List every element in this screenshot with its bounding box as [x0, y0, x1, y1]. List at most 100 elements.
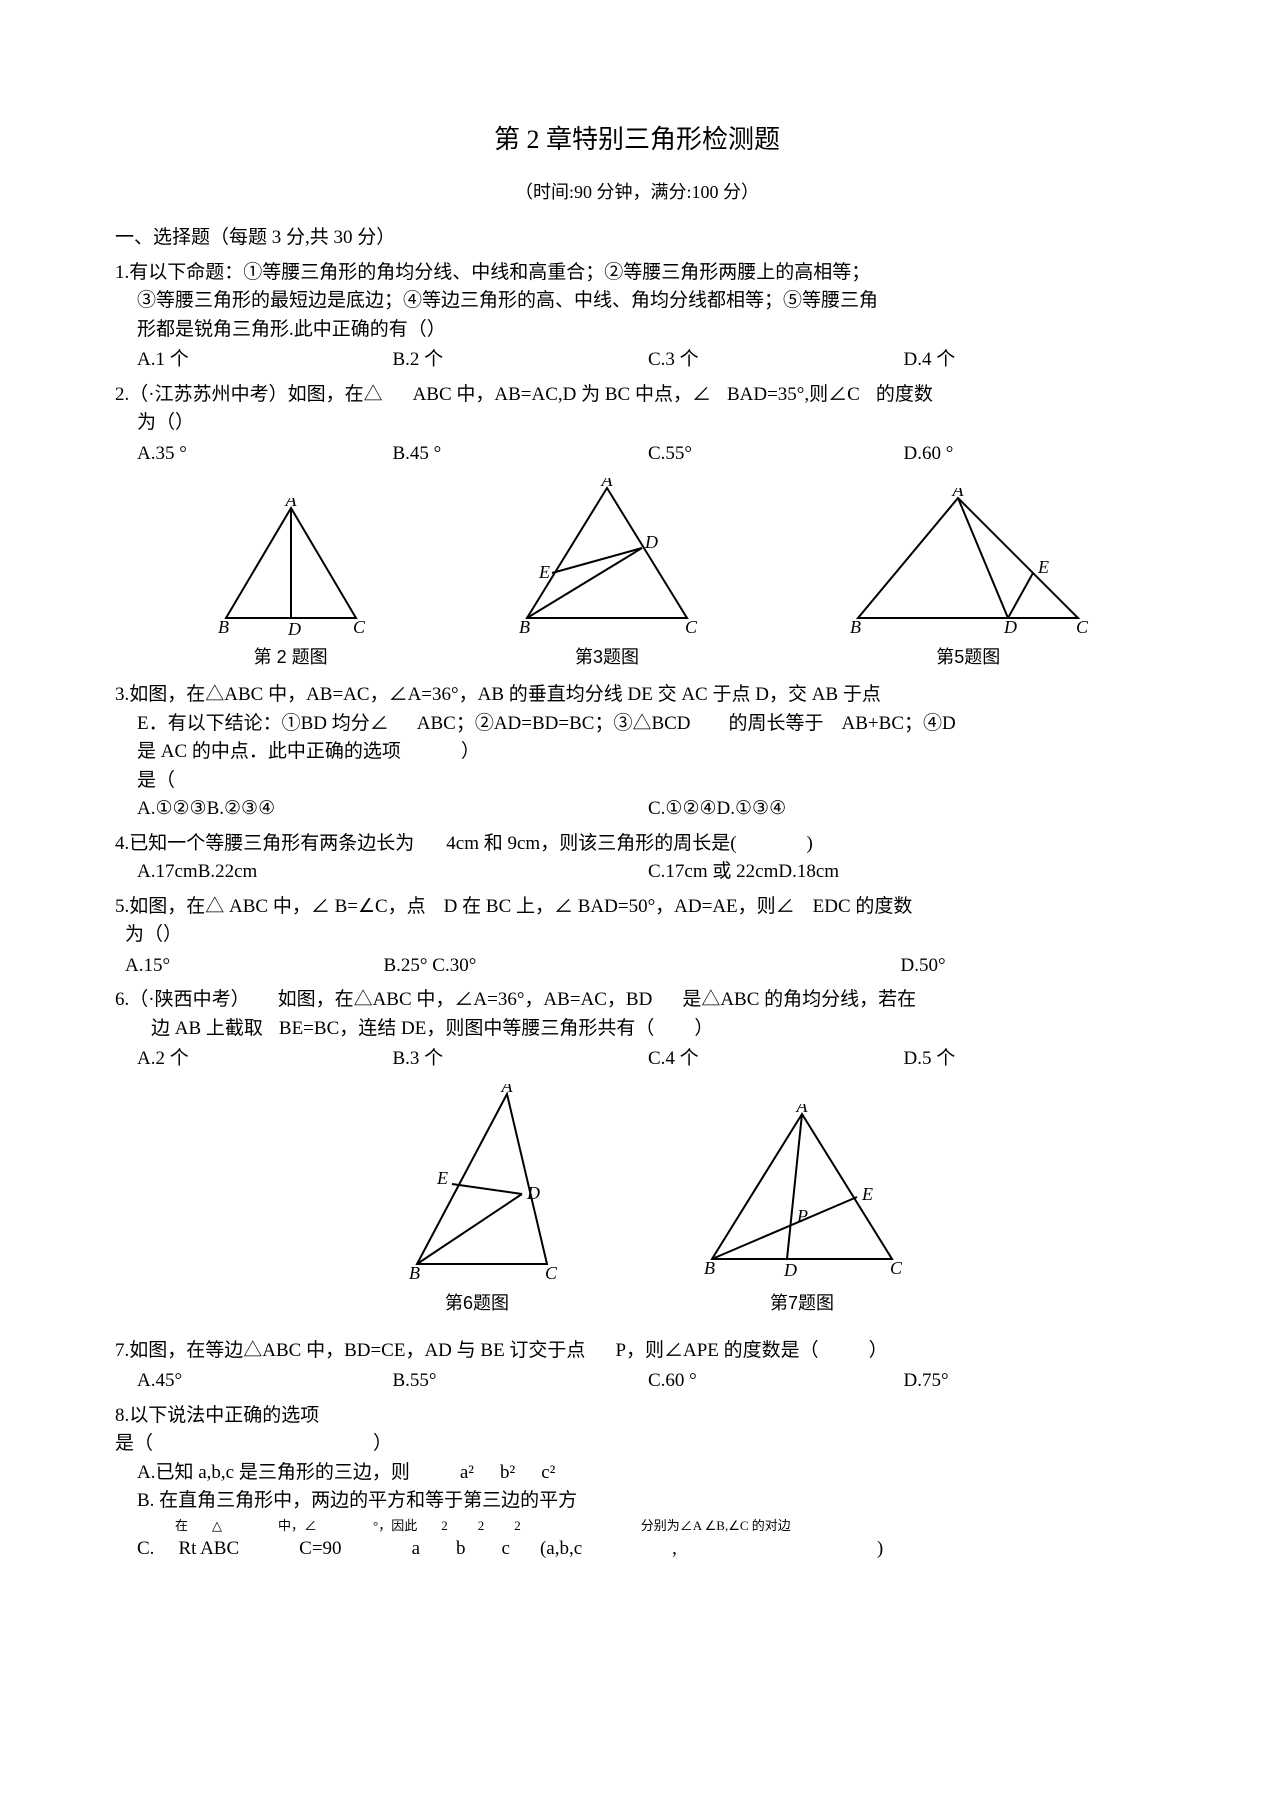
q2-option-c: C.55°	[648, 440, 904, 469]
q8-c-c: c	[502, 1535, 510, 1564]
q6-option-d: D.5 个	[904, 1045, 1160, 1074]
q2-mid1: ABC 中，AB=AC,D 为 BC 中点，∠	[413, 381, 711, 410]
q8-a-b2: b²	[500, 1459, 515, 1488]
q7-l1b: P，则∠APE 的度数是（	[615, 1337, 818, 1366]
q2-option-d: D.60 °	[904, 440, 1160, 469]
q3-line1: 如图，在△ABC 中，AB=AC，∠A=36°，AB 的垂直均分线 DE 交 A…	[129, 684, 881, 705]
svg-text:B: B	[218, 617, 229, 637]
q2-option-b: B.45 °	[393, 440, 649, 469]
q1-line3: 形都是锐角三角形.此中正确的有（）	[115, 316, 1159, 345]
q3-l3b: ）	[461, 738, 480, 767]
svg-text:A: A	[796, 1104, 809, 1116]
q2-line2: 为（）	[115, 409, 1159, 438]
q8-c-s6: 分别为∠A ∠B,∠C 的对边	[641, 1516, 791, 1536]
svg-text:E: E	[1037, 557, 1049, 577]
question-7: 7. 如图，在等边△ABC 中，BD=CE，AD 与 BE 订交于点 P，则∠A…	[115, 1337, 1159, 1396]
q8-c-comma: ,	[672, 1535, 677, 1564]
q7-l1a: 如图，在等边△ABC 中，BD=CE，AD 与 BE 订交于点	[129, 1337, 585, 1366]
q6-option-a: A.2 个	[137, 1045, 393, 1074]
figure-q3: A B C D E 第3题图	[497, 478, 717, 671]
q3-option-b: B.②③④	[207, 798, 276, 819]
q3-l2c: 的周长等于	[729, 710, 824, 739]
q6-l2c: ）	[694, 1015, 713, 1044]
q8-l2b: ）	[373, 1430, 392, 1459]
figure-q5: A B C D E 第5题图	[838, 488, 1098, 671]
question-6: 6. （·陕西中考） 如图，在△ABC 中，∠A=36°，AB=AC，BD 是△…	[115, 986, 1159, 1074]
question-3: 3.如图，在△ABC 中，AB=AC，∠A=36°，AB 的垂直均分线 DE 交…	[115, 681, 1159, 824]
q6-option-b: B.3 个	[393, 1045, 649, 1074]
q8-c-s1: 在	[175, 1516, 188, 1536]
q8-c-s5a: 2	[441, 1516, 448, 1536]
q4-option-b: B.22cm	[198, 861, 258, 882]
figure-q2-caption: 第 2 题图	[206, 644, 376, 671]
q8-c-abc: (a,b,c	[540, 1535, 582, 1564]
q6-l2b: BE=BC，连结 DE，则图中等腰三角形共有（	[279, 1015, 654, 1044]
q4-number: 4.	[115, 830, 129, 859]
svg-text:C: C	[353, 617, 366, 637]
q2-number: 2.	[115, 381, 129, 410]
question-1: 1.有以下命题：①等腰三角形的角均分线、中线和高重合；②等腰三角形两腰上的高相等…	[115, 259, 1159, 375]
triangle-q3-svg: A B C D E	[497, 478, 717, 638]
q1-option-b: B.2 个	[393, 346, 649, 375]
svg-text:C: C	[685, 617, 698, 637]
figure-q6-caption: 第6题图	[387, 1290, 567, 1317]
q7-option-b: B.55°	[393, 1367, 649, 1396]
svg-text:B: B	[409, 1263, 420, 1283]
svg-text:P: P	[796, 1206, 808, 1226]
q5-option-d: D.50°	[901, 952, 1160, 981]
svg-text:C: C	[1076, 617, 1089, 637]
q8-c-c90: C=90	[299, 1535, 341, 1564]
triangle-q5-svg: A B C D E	[838, 488, 1098, 638]
question-4: 4. 已知一个等腰三角形有两条边长为 4cm 和 9cm，则该三角形的周长是( …	[115, 830, 1159, 887]
q8-option-b: B. 在直角三角形中，两边的平方和等于第三边的平方	[115, 1487, 1159, 1516]
q8-c-s5b: 2	[478, 1516, 485, 1536]
q8-c-s3: 中，∠	[278, 1516, 317, 1536]
q1-option-a: A.1 个	[137, 346, 393, 375]
q8-l2a: 是（	[115, 1430, 153, 1459]
q8-c-label: C.	[137, 1535, 154, 1564]
q7-option-c: C.60 °	[648, 1367, 904, 1396]
q6-l1a: （·陕西中考）	[129, 986, 249, 1015]
q1-line1: 有以下命题：①等腰三角形的角均分线、中线和高重合；②等腰三角形两腰上的高相等；	[129, 262, 870, 283]
q8-c-s5c: 2	[514, 1516, 521, 1536]
figure-q6: A B C D E 第6题图	[387, 1084, 567, 1317]
svg-text:D: D	[644, 532, 658, 552]
q3-l2d: AB+BC；④D	[842, 710, 956, 739]
svg-text:C: C	[545, 1263, 558, 1283]
q8-c-mid: Rt ABC	[178, 1535, 239, 1564]
q8-l1: 以下说法中正确的选项	[129, 1405, 319, 1426]
question-8: 8.以下说法中正确的选项 是（ ） A. 已知 a,b,c 是三角形的三边，则 …	[115, 1402, 1159, 1564]
svg-text:E: E	[861, 1184, 873, 1204]
figures-row-1: A B D C 第 2 题图 A B C D E 第3题图 A B C D	[145, 478, 1159, 671]
figure-q5-caption: 第5题图	[838, 644, 1098, 671]
q8-option-a: A. 已知 a,b,c 是三角形的三边，则 a² b² c²	[115, 1459, 1159, 1488]
q3-option-d: D.①③④	[717, 798, 787, 819]
svg-text:E: E	[538, 562, 550, 582]
q4-l1c: )	[807, 830, 813, 859]
q1-option-d: D.4 个	[904, 346, 1160, 375]
q6-l1c: 是△ABC 的角均分线，若在	[682, 986, 916, 1015]
q3-l2a: E．有以下结论：①BD 均分∠	[137, 710, 389, 739]
q6-number: 6.	[115, 986, 129, 1015]
q4-l1b: 4cm 和 9cm，则该三角形的周长是(	[446, 830, 736, 859]
figure-q3-caption: 第3题图	[497, 644, 717, 671]
q6-option-c: C.4 个	[648, 1045, 904, 1074]
svg-text:A: A	[284, 498, 297, 510]
figures-row-2: A B C D E 第6题图 A B C D E P 第7题图	[145, 1084, 1159, 1317]
q5-l1b: D 在 BC 上，∠ BAD=50°，AD=AE，则∠	[444, 893, 795, 922]
q5-option-b: B.25°	[384, 955, 428, 976]
triangle-q6-svg: A B C D E	[387, 1084, 567, 1284]
question-5: 5. 如图，在△ ABC 中，∠ B=∠C，点 D 在 BC 上，∠ BAD=5…	[115, 893, 1159, 981]
svg-text:D: D	[526, 1183, 540, 1203]
q8-note: 在 △ 中，∠ °，因此 2 2 2 分别为∠A ∠B,∠C 的对边	[115, 1516, 1159, 1536]
q4-option-c: C.17cm 或 22cm	[648, 861, 778, 882]
q8-number: 8.	[115, 1405, 129, 1426]
q7-option-d: D.75°	[904, 1367, 1160, 1396]
q4-option-d: D.18cm	[778, 861, 839, 882]
q3-number: 3.	[115, 684, 129, 705]
q2-option-a: A.35 °	[137, 440, 393, 469]
question-2: 2. （·江苏苏州中考）如图，在△ ABC 中，AB=AC,D 为 BC 中点，…	[115, 381, 1159, 469]
svg-text:A: A	[600, 478, 613, 490]
q5-l1c: EDC 的度数	[813, 893, 913, 922]
q7-option-a: A.45°	[137, 1367, 393, 1396]
